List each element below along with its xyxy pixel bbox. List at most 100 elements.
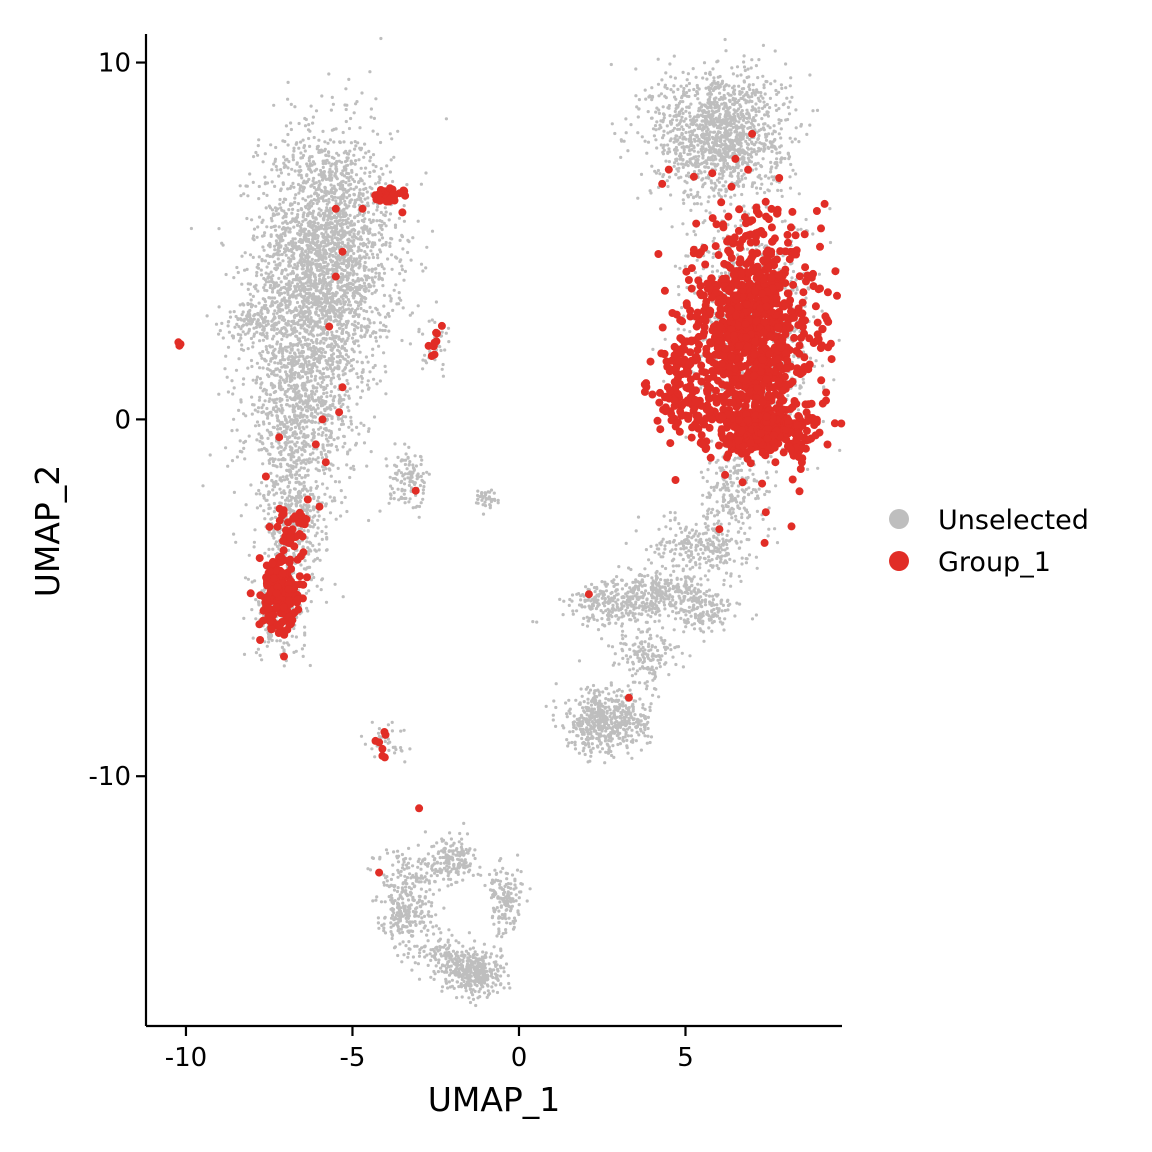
unselected-point <box>659 143 663 147</box>
unselected-point <box>299 504 303 508</box>
unselected-point <box>320 351 324 355</box>
unselected-point <box>293 414 297 418</box>
unselected-point <box>279 280 283 284</box>
unselected-point <box>275 168 279 172</box>
unselected-point <box>325 330 330 335</box>
unselected-point <box>351 273 355 277</box>
unselected-point <box>328 414 332 418</box>
unselected-point <box>273 398 277 402</box>
unselected-point <box>294 502 298 506</box>
unselected-point <box>316 234 320 238</box>
unselected-point <box>295 300 300 305</box>
unselected-point <box>324 244 328 248</box>
unselected-point <box>266 416 270 420</box>
unselected-point <box>371 353 375 357</box>
unselected-point <box>240 313 244 317</box>
unselected-point <box>263 517 267 521</box>
unselected-point <box>283 220 287 224</box>
unselected-point <box>370 310 374 314</box>
unselected-point <box>250 320 254 324</box>
unselected-point <box>328 252 332 256</box>
unselected-point <box>291 408 295 412</box>
unselected-point <box>311 223 315 227</box>
unselected-point <box>377 277 381 281</box>
unselected-point <box>270 356 275 361</box>
unselected-point <box>296 423 300 427</box>
unselected-point <box>371 129 375 133</box>
unselected-point <box>284 124 288 128</box>
unselected-point <box>259 353 263 358</box>
unselected-point <box>358 188 362 192</box>
unselected-point <box>339 314 343 318</box>
unselected-point <box>307 248 311 252</box>
unselected-point <box>286 132 290 137</box>
unselected-point <box>319 588 323 592</box>
unselected-point <box>312 181 316 185</box>
unselected-point <box>252 332 256 336</box>
unselected-point <box>318 558 322 562</box>
unselected-point <box>312 508 316 512</box>
unselected-point <box>308 144 312 148</box>
unselected-point <box>360 360 364 364</box>
unselected-point <box>411 236 415 240</box>
unselected-point <box>261 320 265 324</box>
unselected-point <box>278 397 282 401</box>
unselected-point <box>310 412 314 416</box>
unselected-point <box>261 366 265 370</box>
unselected-point <box>346 217 350 221</box>
unselected-point <box>291 397 295 401</box>
unselected-point <box>378 328 382 332</box>
unselected-point <box>324 433 328 437</box>
unselected-point <box>295 161 299 165</box>
unselected-point <box>298 400 302 404</box>
unselected-point <box>271 488 275 492</box>
unselected-point <box>265 336 269 340</box>
unselected-point <box>287 264 291 268</box>
unselected-point <box>325 310 329 314</box>
unselected-point <box>372 169 376 173</box>
unselected-point <box>260 312 264 316</box>
unselected-point <box>318 400 322 404</box>
unselected-point <box>232 386 236 390</box>
unselected-point <box>402 204 406 208</box>
unselected-point <box>217 332 221 336</box>
unselected-point <box>347 77 351 81</box>
unselected-point <box>298 376 302 380</box>
unselected-point <box>305 540 309 544</box>
unselected-point <box>284 390 288 394</box>
unselected-point <box>316 499 320 503</box>
unselected-point <box>279 376 283 380</box>
unselected-point <box>366 328 370 332</box>
unselected-point <box>358 350 362 354</box>
unselected-point <box>345 264 349 268</box>
unselected-point <box>276 290 280 295</box>
unselected-point <box>307 320 311 324</box>
unselected-point <box>282 296 286 300</box>
unselected-point <box>328 169 332 173</box>
unselected-point <box>289 368 293 372</box>
unselected-point <box>311 209 316 213</box>
unselected-point <box>355 198 359 202</box>
unselected-point <box>324 319 328 323</box>
unselected-point <box>342 434 346 439</box>
unselected-point <box>380 219 384 224</box>
unselected-point <box>787 157 791 161</box>
unselected-point <box>244 503 248 507</box>
unselected-point <box>288 419 292 424</box>
unselected-point <box>760 182 764 186</box>
unselected-point <box>352 327 357 332</box>
unselected-point <box>327 467 331 471</box>
unselected-point <box>780 194 784 198</box>
unselected-point <box>331 372 335 376</box>
unselected-point <box>317 211 321 215</box>
unselected-point <box>271 407 275 411</box>
unselected-point <box>360 376 364 380</box>
unselected-point <box>242 192 246 196</box>
unselected-point <box>339 417 344 421</box>
unselected-point <box>277 309 281 313</box>
unselected-point <box>757 134 761 138</box>
unselected-point <box>348 183 352 187</box>
unselected-point <box>307 552 311 556</box>
unselected-point <box>261 462 265 466</box>
unselected-point <box>374 97 378 101</box>
